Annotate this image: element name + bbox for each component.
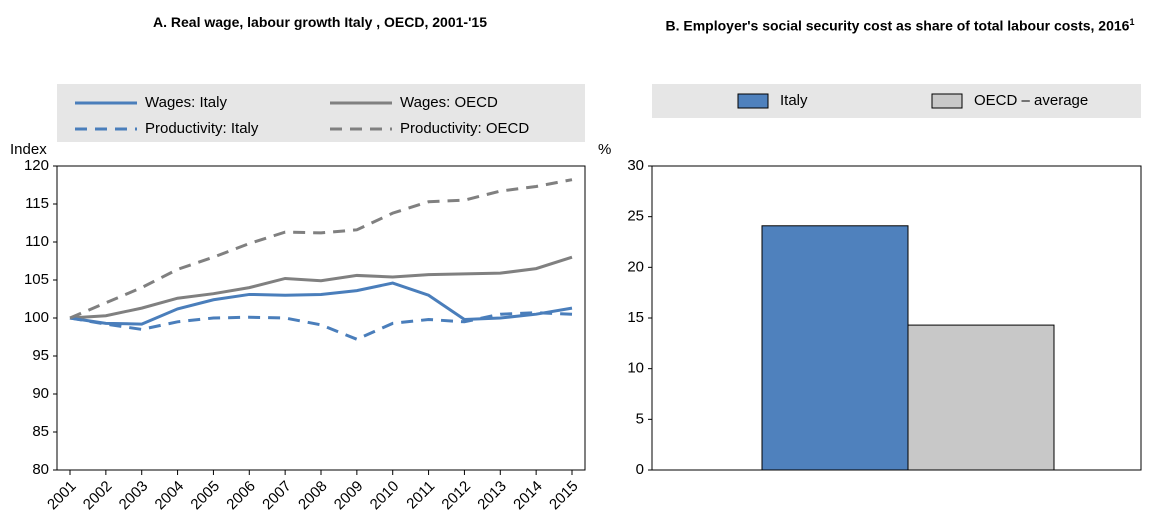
y-tick-label: 85 [32, 423, 49, 440]
legend-label: Italy [780, 92, 808, 109]
x-tick-label: 2011 [403, 478, 438, 513]
legend-label: Productivity: Italy [145, 120, 259, 137]
x-tick-label: 2014 [510, 478, 546, 514]
y-tick-label: 110 [25, 233, 49, 250]
legend-label: Wages: OECD [400, 94, 498, 111]
line-series [69, 311, 573, 341]
y-tick-label: 0 [636, 461, 644, 478]
x-tick-label: 2013 [474, 478, 510, 514]
legend-swatch [737, 93, 769, 109]
bar [761, 225, 909, 471]
line-series [69, 178, 573, 320]
y-tick-label: 10 [627, 360, 644, 377]
x-tick-label: 2015 [546, 478, 582, 514]
chart-title: B. Employer's social security cost as sh… [660, 12, 1140, 36]
title-text: A. Real wage, labour growth Italy , OECD… [153, 14, 487, 30]
x-tick-label: 2008 [295, 478, 331, 514]
legend-label: Wages: Italy [145, 94, 227, 111]
legend-box [57, 84, 585, 142]
y-axis-label: % [598, 141, 611, 158]
y-tick-label: 30 [627, 157, 644, 174]
legend-label: OECD – average [974, 92, 1088, 109]
y-tick-label: 20 [627, 258, 644, 275]
plot-frame [651, 165, 1142, 471]
y-axis-label: Index [10, 141, 47, 158]
x-tick-label: 2001 [44, 478, 80, 514]
bar [907, 324, 1055, 471]
x-tick-label: 2009 [331, 478, 367, 514]
x-tick-label: 2010 [367, 478, 403, 514]
y-tick-label: 80 [32, 461, 49, 478]
title-text: B. Employer's social security cost as sh… [665, 17, 1130, 34]
y-tick-label: 95 [32, 347, 49, 364]
y-tick-label: 90 [32, 385, 49, 402]
x-tick-label: 2012 [438, 478, 474, 514]
line-series [69, 255, 573, 320]
y-tick-label: 100 [24, 309, 49, 326]
y-tick-label: 25 [627, 208, 644, 225]
x-tick-label: 2007 [259, 478, 295, 514]
chart-title: A. Real wage, labour growth Italy , OECD… [60, 12, 580, 32]
x-tick-label: 2005 [187, 478, 223, 514]
y-tick-label: 5 [636, 410, 644, 427]
line-series [69, 281, 573, 326]
legend-box [652, 84, 1141, 118]
title-note: 1 [1129, 17, 1135, 27]
y-tick-label: 105 [24, 271, 49, 288]
x-tick-label: 2006 [223, 478, 259, 514]
plot-frame [56, 165, 586, 471]
x-tick-label: 2002 [80, 478, 116, 514]
x-tick-label: 2004 [152, 478, 188, 514]
legend-swatch [931, 93, 963, 109]
y-tick-label: 115 [25, 195, 49, 212]
legend-label: Productivity: OECD [400, 120, 529, 137]
y-tick-label: 15 [627, 309, 644, 326]
x-tick-label: 2003 [116, 478, 152, 514]
y-tick-label: 120 [24, 157, 49, 174]
